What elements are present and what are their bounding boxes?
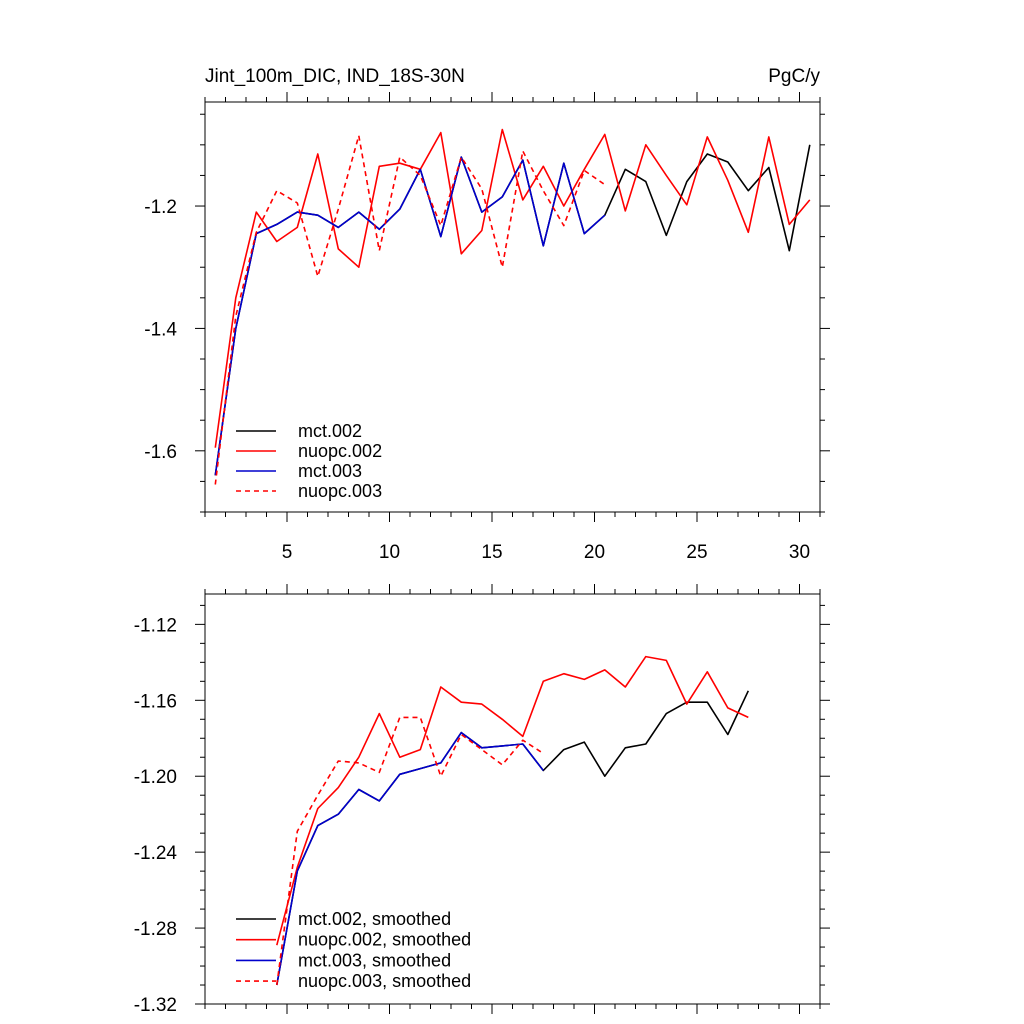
y-tick-label: -1.24 (134, 843, 178, 864)
legend-label: nuopc.002, smoothed (298, 930, 471, 950)
series-line-nuopc-003 (214, 134, 606, 485)
axis-ticks (195, 92, 830, 522)
top-panel: 5 10 15 20 25 30 -1.6 -1.4 -1.2 mct.002nuopc.002m… (144, 92, 830, 563)
legend-label: mct.003 (298, 461, 362, 481)
legend-label: mct.002, smoothed (298, 909, 451, 929)
legend-label: mct.002 (298, 421, 362, 441)
x-tick-label: 30 (789, 542, 810, 563)
units-label: PgC/y (768, 66, 820, 87)
series-line-nuopc-002 (214, 128, 811, 448)
y-tick-label: -1.28 (134, 919, 177, 940)
series-line-nuopc-003-smoothed (276, 716, 544, 986)
y-tick-label: -1.32 (134, 995, 177, 1016)
bottom-panel: -1.32 -1.28 -1.24 -1.20 -1.16 -1.12 mct.002, s… (134, 584, 830, 1016)
x-tick-label: 25 (686, 542, 707, 563)
y-tick-label: -1.12 (134, 615, 177, 636)
y-tick-label: -1.6 (144, 442, 177, 463)
legend-label: mct.003, smoothed (298, 950, 451, 970)
series-line-mct-003-smoothed (276, 731, 544, 986)
x-tick-label: 10 (379, 542, 400, 563)
series-line-nuopc-002-smoothed (276, 655, 749, 946)
x-tick-label: 5 (282, 542, 293, 563)
chart-title: Jint_100m_DIC, IND_18S-30N (205, 66, 465, 87)
y-tick-label: -1.2 (144, 197, 177, 218)
y-tick-label: -1.20 (134, 767, 177, 788)
x-tick-label: 15 (481, 542, 502, 563)
y-tick-label: -1.4 (144, 319, 177, 340)
legend-label: nuopc.002 (298, 441, 382, 461)
legend-label: nuopc.003 (298, 481, 382, 501)
x-tick-label: 20 (584, 542, 605, 563)
y-tick-label: -1.16 (134, 691, 177, 712)
axis-ticks (195, 584, 830, 1014)
series-line-mct-003 (214, 156, 606, 476)
legend-label: nuopc.003, smoothed (298, 971, 471, 991)
